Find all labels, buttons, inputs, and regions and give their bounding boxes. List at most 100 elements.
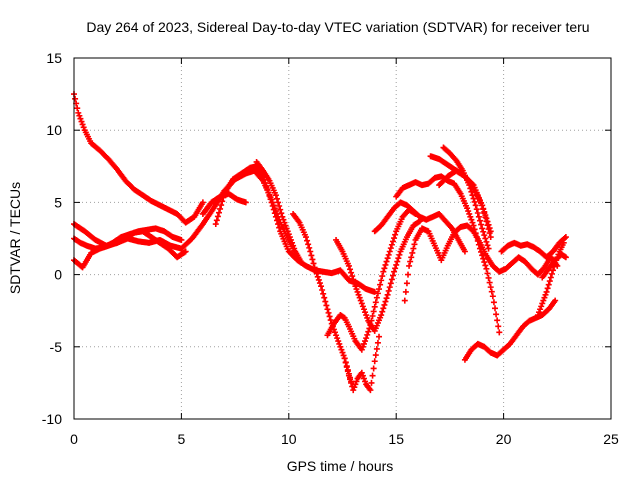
data-marker	[344, 260, 351, 267]
data-marker	[331, 329, 338, 336]
data-point	[496, 329, 503, 336]
data-marker	[498, 348, 505, 355]
data-marker	[326, 313, 333, 320]
data-marker	[377, 314, 384, 321]
data-marker	[215, 209, 222, 216]
data-marker	[327, 317, 334, 324]
data-marker	[312, 267, 319, 274]
plot-frame	[73, 57, 612, 420]
data-marker	[289, 239, 296, 246]
data-marker	[366, 385, 373, 392]
series-track-p	[436, 167, 494, 235]
series-track-a	[71, 91, 206, 226]
data-marker	[265, 176, 272, 183]
data-marker	[103, 153, 110, 160]
data-point	[285, 231, 292, 238]
data-marker	[465, 208, 472, 215]
data-marker	[410, 245, 417, 252]
y-tick-label: 0	[54, 267, 62, 283]
data-point	[470, 222, 477, 229]
data-marker	[87, 138, 94, 145]
data-marker	[405, 271, 412, 278]
data-marker	[337, 343, 344, 350]
data-marker	[482, 262, 489, 269]
data-marker	[316, 280, 323, 287]
data-marker	[559, 241, 566, 248]
data-marker	[454, 235, 461, 242]
data-marker	[394, 258, 401, 265]
data-marker	[488, 288, 495, 295]
data-marker	[353, 378, 360, 385]
data-marker	[384, 255, 391, 262]
x-tick-label: 25	[603, 431, 619, 447]
data-marker	[396, 251, 403, 258]
data-marker	[408, 206, 415, 213]
data-marker	[351, 335, 358, 342]
series-track-u	[539, 251, 569, 281]
data-marker	[478, 221, 485, 228]
data-marker	[353, 286, 360, 293]
data-marker	[282, 222, 289, 229]
data-marker	[267, 194, 274, 201]
data-marker	[364, 314, 371, 321]
data-marker	[214, 213, 221, 220]
data-marker	[76, 112, 83, 119]
data-marker	[504, 342, 511, 349]
data-marker	[467, 185, 474, 192]
data-marker	[276, 203, 283, 210]
data-marker	[409, 249, 416, 256]
data-marker	[551, 299, 558, 306]
data-marker	[368, 379, 375, 386]
y-tick-label: 5	[54, 194, 62, 210]
data-marker	[472, 342, 479, 349]
data-point	[479, 225, 486, 232]
x-tick-label: 15	[388, 431, 404, 447]
data-marker	[450, 231, 457, 238]
x-axis-label: GPS time / hours	[287, 458, 394, 474]
data-marker	[475, 213, 482, 220]
data-marker	[548, 270, 555, 277]
data-marker	[374, 290, 381, 297]
data-marker	[540, 297, 547, 304]
data-marker	[476, 217, 483, 224]
x-tick-label: 0	[70, 431, 78, 447]
data-marker	[284, 228, 291, 235]
data-marker	[198, 222, 205, 229]
data-marker	[333, 332, 340, 339]
data-marker	[376, 286, 383, 293]
data-marker	[395, 255, 402, 262]
data-marker	[369, 312, 376, 319]
data-marker	[485, 274, 492, 281]
data-point	[534, 312, 541, 319]
data-marker	[411, 241, 418, 248]
data-point	[543, 288, 550, 295]
data-marker	[430, 240, 437, 247]
series-track-j	[333, 218, 423, 334]
data-point	[376, 333, 383, 340]
data-marker	[402, 236, 409, 243]
data-marker	[379, 308, 386, 315]
data-marker	[295, 218, 302, 225]
data-marker	[468, 188, 475, 195]
data-marker	[323, 302, 330, 309]
data-point	[307, 248, 314, 255]
data-point	[371, 358, 378, 365]
data-marker	[287, 236, 294, 243]
data-marker	[370, 308, 377, 315]
y-tick-label: 10	[46, 122, 62, 138]
data-marker	[493, 311, 500, 318]
data-marker	[284, 245, 291, 252]
data-marker	[447, 224, 454, 231]
data-marker	[480, 255, 487, 262]
data-point	[547, 274, 554, 281]
data-marker	[494, 266, 501, 273]
data-marker	[386, 284, 393, 291]
data-marker	[181, 249, 188, 256]
data-marker	[349, 273, 356, 280]
data-marker	[319, 287, 326, 294]
data-marker	[442, 175, 449, 182]
data-marker	[313, 270, 320, 277]
data-point	[401, 297, 408, 304]
